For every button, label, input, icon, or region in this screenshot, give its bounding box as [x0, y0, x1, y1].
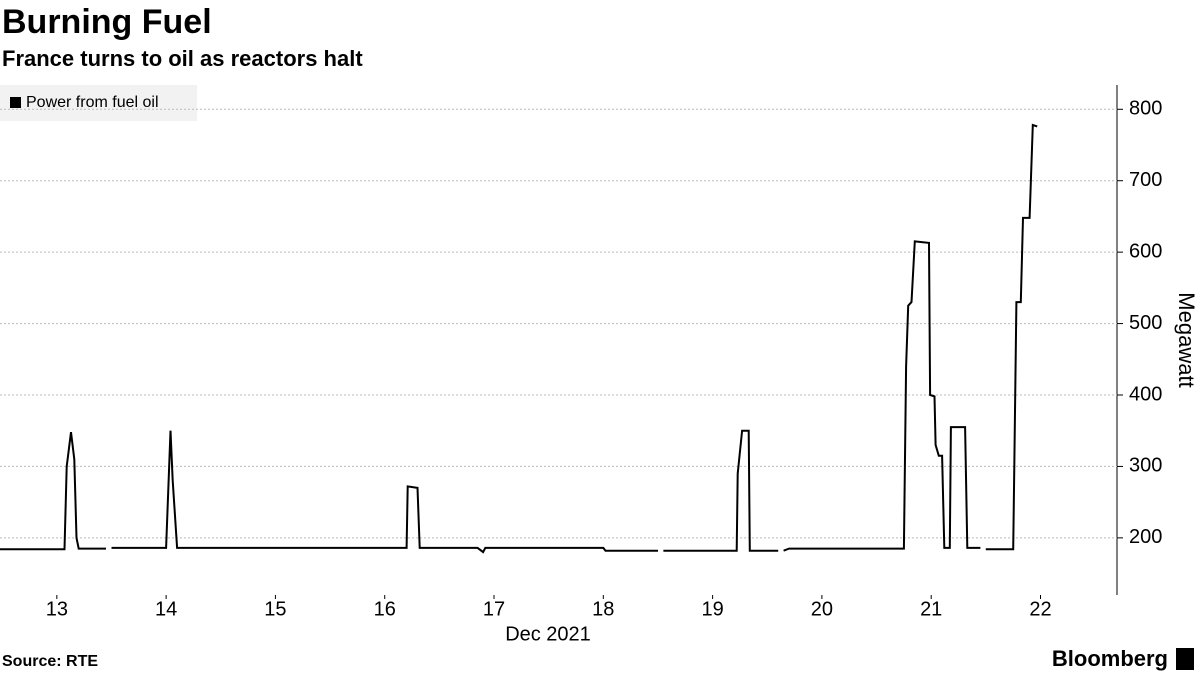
x-tick-label: 18 [592, 598, 614, 620]
y-tick-label: 500 [1129, 312, 1162, 334]
x-tick-label: 13 [46, 598, 68, 620]
legend-box [0, 85, 197, 121]
brand: Bloomberg [1052, 646, 1168, 671]
x-tick-label: 16 [374, 598, 396, 620]
legend-swatch [10, 97, 21, 108]
brand-icon [1176, 648, 1194, 670]
x-tick-label: 17 [483, 598, 505, 620]
y-tick-label: 200 [1129, 526, 1162, 548]
x-tick-label: 22 [1029, 598, 1051, 620]
chart-title: Burning Fuel [2, 3, 212, 41]
y-tick-label: 600 [1129, 240, 1162, 262]
y-tick-label: 300 [1129, 455, 1162, 477]
y-tick-label: 700 [1129, 169, 1162, 191]
source: Source: RTE [2, 653, 98, 670]
y-tick-label: 400 [1129, 383, 1162, 405]
legend-label: Power from fuel oil [26, 94, 159, 111]
x-tick-label: 15 [264, 598, 286, 620]
data-line [0, 123, 1038, 554]
chart-subtitle: France turns to oil as reactors halt [2, 46, 363, 71]
x-tick-label: 14 [155, 598, 177, 620]
y-axis-label: Megawatt [1174, 292, 1199, 387]
x-tick-label: 21 [920, 598, 942, 620]
y-tick-label: 800 [1129, 98, 1162, 120]
x-axis-label: Dec 2021 [505, 623, 591, 645]
x-tick-label: 20 [811, 598, 833, 620]
x-tick-label: 19 [701, 598, 723, 620]
